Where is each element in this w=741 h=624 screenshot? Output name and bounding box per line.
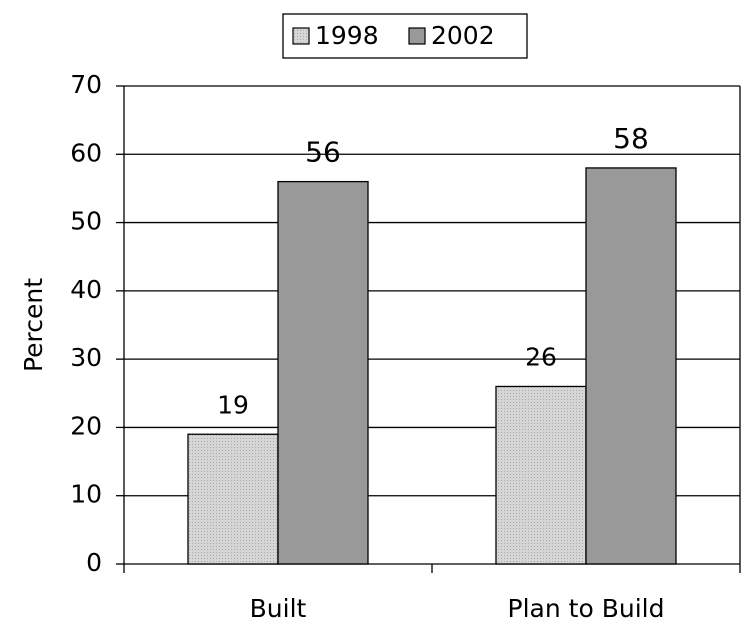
y-tick-label: 40: [70, 275, 102, 304]
bar: [495, 385, 587, 565]
legend-texture: [293, 28, 309, 44]
value-label: 19: [217, 390, 249, 419]
y-tick-label: 0: [86, 548, 102, 577]
x-tick-label: Built: [250, 594, 307, 623]
bar: [277, 180, 369, 565]
y-tick-label: 70: [70, 70, 102, 99]
y-tick-label: 50: [70, 207, 102, 236]
y-tick-label: 10: [70, 480, 102, 509]
y-tick-label: 20: [70, 411, 102, 440]
x-tick-label: Plan to Build: [508, 594, 665, 623]
bar: [585, 167, 677, 565]
legend-label: 1998: [315, 21, 379, 50]
legend-label: 2002: [431, 21, 495, 50]
legend-swatch: [408, 27, 426, 45]
legend-box: [282, 13, 528, 59]
y-axis-label: Percent: [19, 278, 48, 372]
value-label: 26: [525, 342, 557, 371]
y-tick-label: 30: [70, 343, 102, 372]
bar: [187, 433, 279, 565]
value-label: 58: [613, 122, 649, 155]
value-label: 56: [305, 136, 341, 169]
y-tick-label: 60: [70, 138, 102, 167]
